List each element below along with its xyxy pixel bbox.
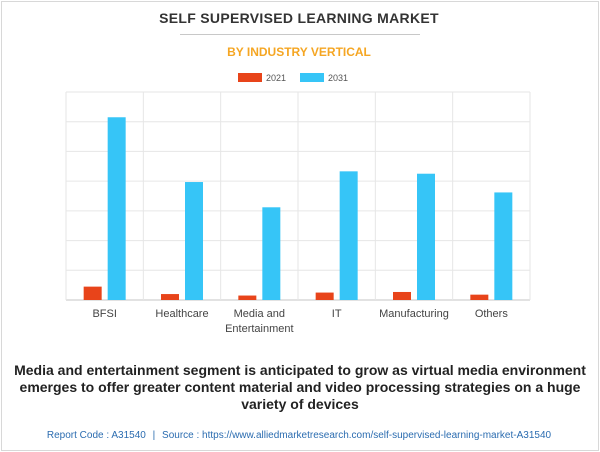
bar-2021-bfsi [83, 286, 102, 300]
bar-2021-others [470, 294, 489, 300]
legend-label-2021: 2021 [266, 73, 286, 83]
title-divider [180, 34, 420, 35]
bar-2021-it [315, 292, 334, 300]
chart-title: SELF SUPERVISED LEARNING MARKET [159, 10, 439, 26]
report-footer: Report Code : A31540 | Source : https://… [0, 430, 598, 441]
bar-2031-bfsi [107, 117, 126, 300]
report-source[interactable]: Source : https://www.alliedmarketresearc… [162, 430, 552, 441]
chart-caption: Media and entertainment segment is antic… [14, 362, 586, 412]
bar-2031-media-and-entertainment [262, 207, 281, 300]
bar-2031-others [494, 192, 513, 300]
chart-subtitle: BY INDUSTRY VERTICAL [227, 45, 371, 59]
bar-2021-media-and-entertainment [238, 295, 257, 300]
footer-separator: | [152, 430, 156, 441]
x-tick-label: Healthcare [155, 308, 208, 320]
x-tick-label: Others [475, 308, 509, 320]
report-code: Report Code : A31540 [46, 430, 146, 441]
legend-label-2031: 2031 [328, 73, 348, 83]
bar-2021-manufacturing [393, 291, 411, 300]
legend-swatch-2021 [238, 73, 262, 82]
x-tick-label: IT [332, 308, 342, 320]
x-tick-label: Entertainment [225, 323, 293, 335]
x-tick-label: Manufacturing [379, 308, 449, 320]
legend-swatch-2031 [300, 73, 324, 82]
x-tick-label: Media and [234, 308, 285, 320]
x-tick-label: BFSI [92, 308, 116, 320]
bar-2031-manufacturing [417, 173, 435, 300]
bar-2021-healthcare [161, 294, 179, 300]
bar-2031-it [339, 171, 358, 300]
bar-chart: BFSI Healthcare Media and Entertainment IT Ma… [65, 73, 531, 335]
bar-2031-healthcare [185, 182, 203, 300]
